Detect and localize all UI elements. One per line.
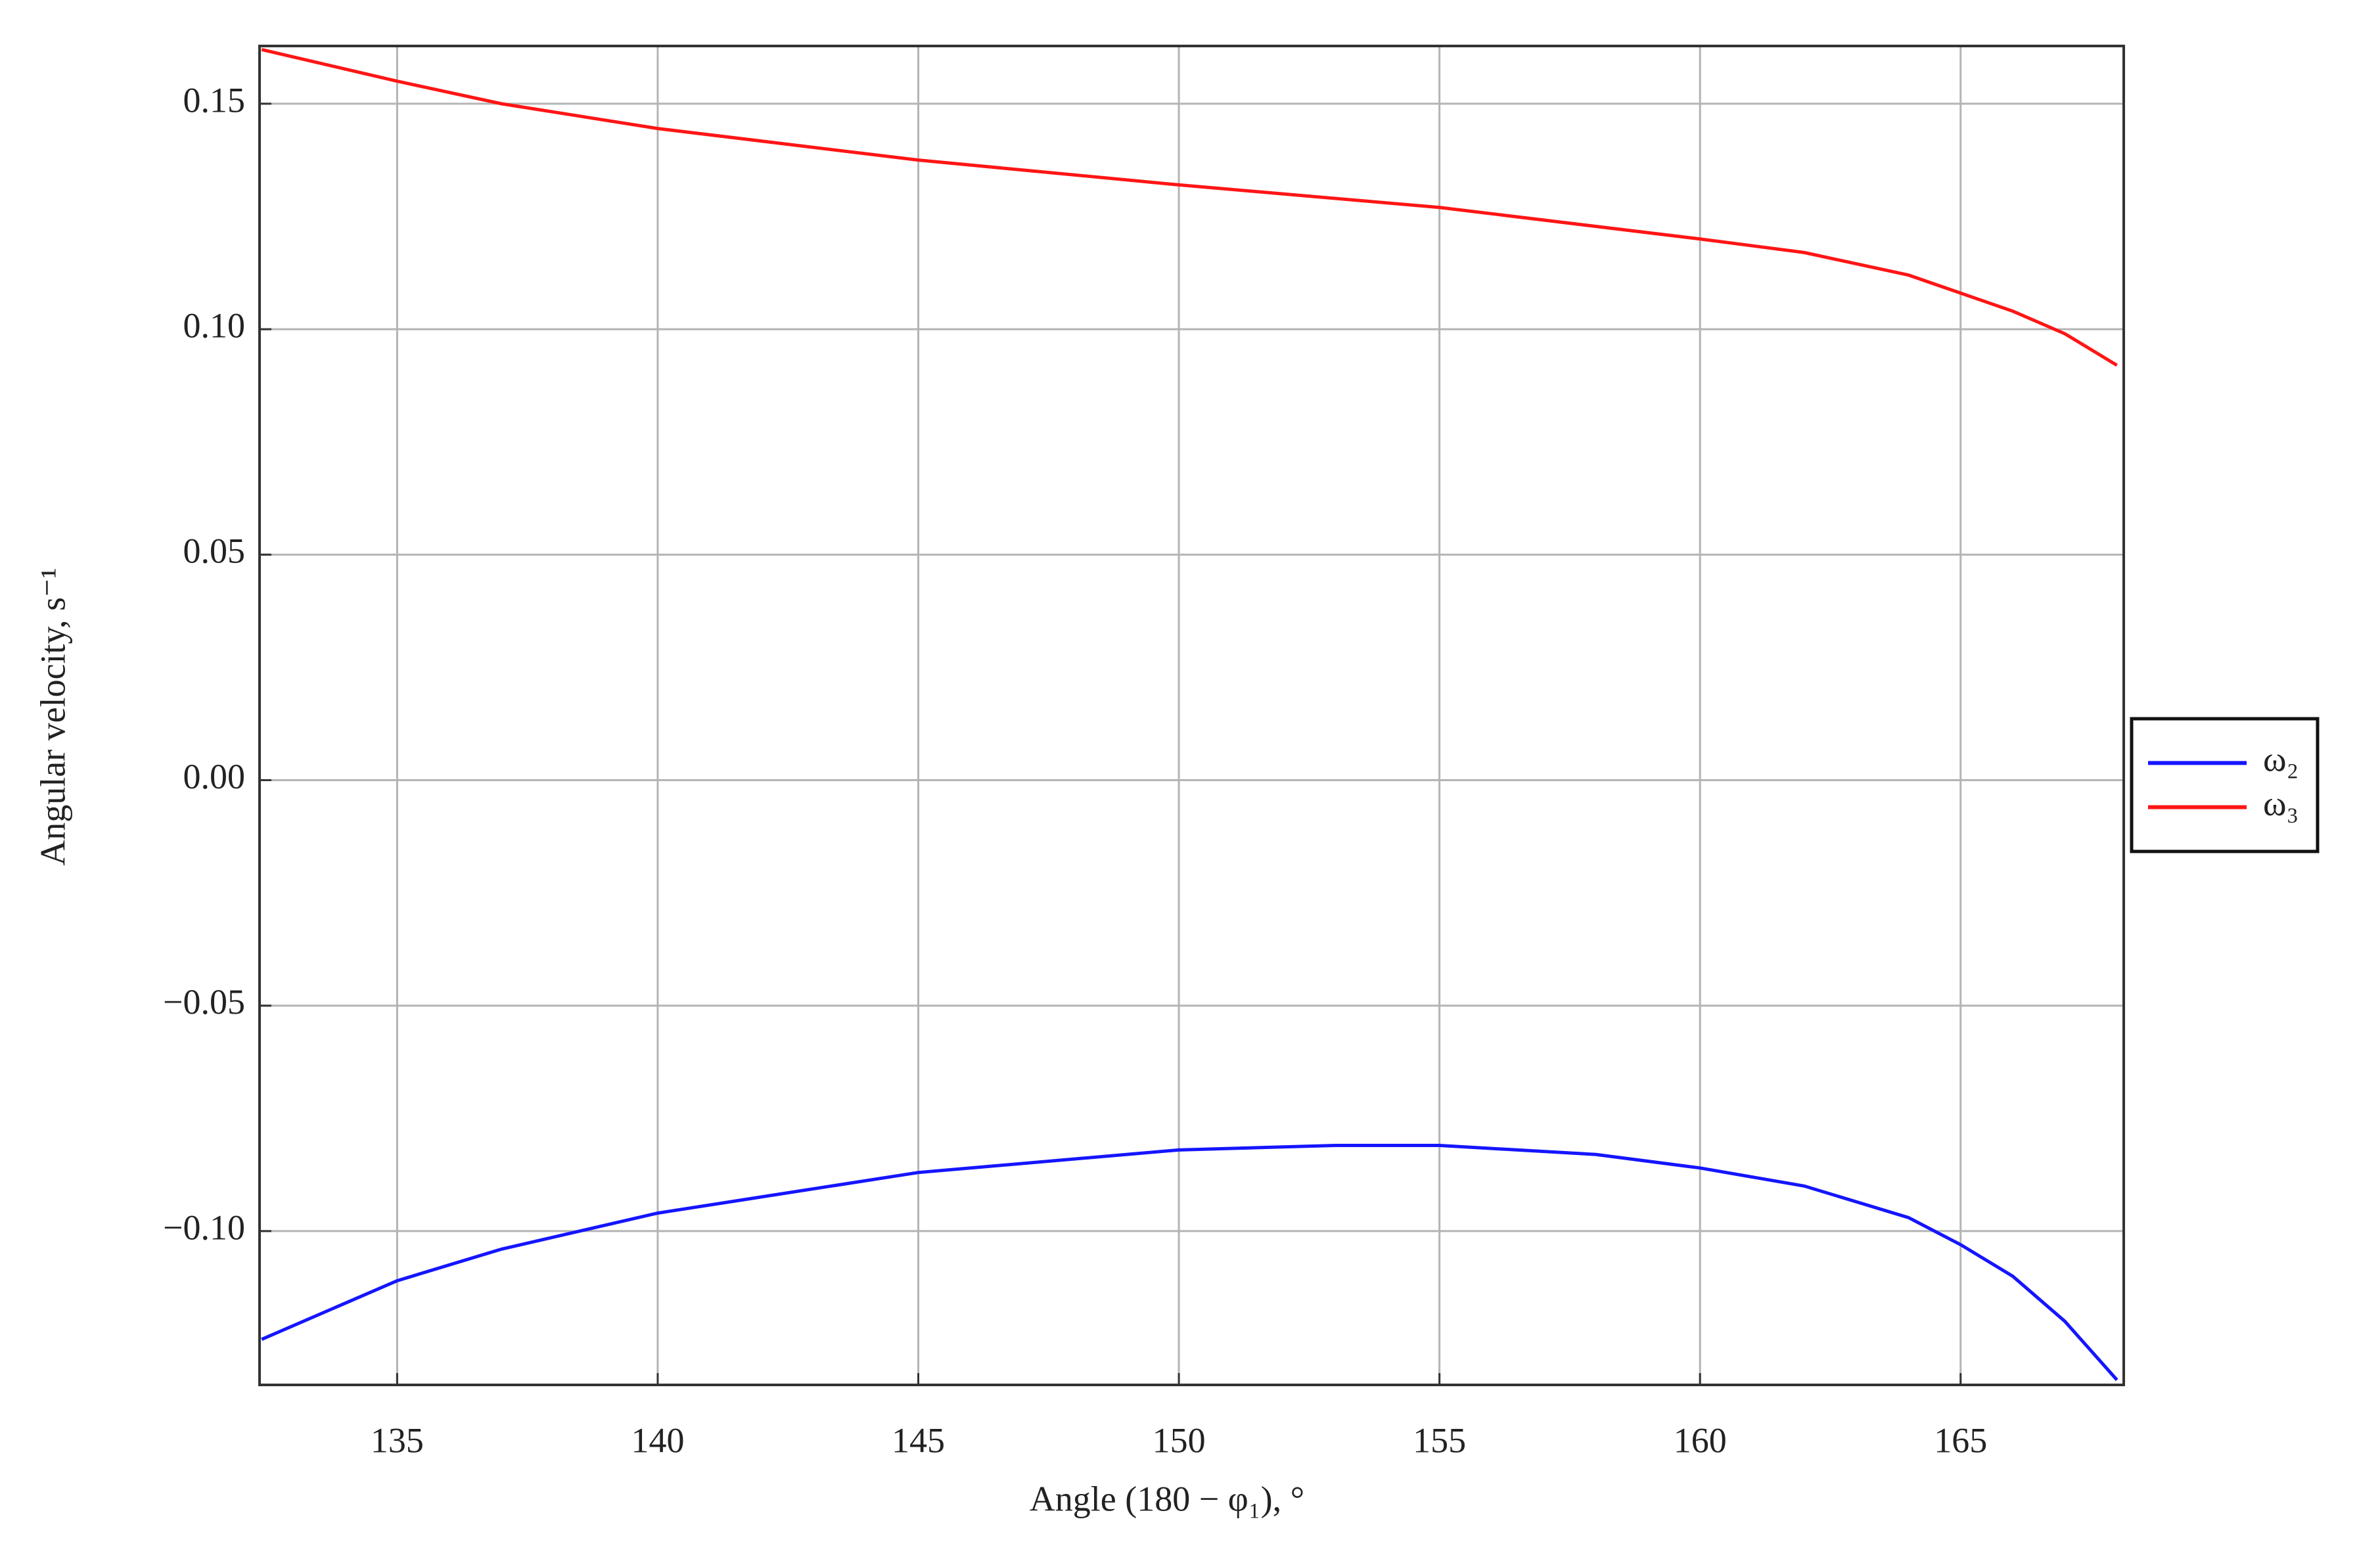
y-axis-label: Angular velocity, s⁻¹: [33, 568, 72, 866]
x-tick-label: 165: [1934, 1420, 1987, 1460]
x-tick-label: 160: [1674, 1420, 1727, 1460]
plot-frame: [258, 45, 2125, 1386]
y-tick-label: −0.10: [163, 1208, 245, 1247]
y-tick-label: 0.10: [183, 305, 246, 345]
y-tick-label: 0.15: [183, 80, 246, 120]
plot-area: [260, 46, 2124, 1385]
legend-label: ω₂: [2263, 740, 2299, 779]
legend-label: ω₃: [2263, 784, 2299, 823]
x-tick-label: 150: [1153, 1420, 1206, 1460]
y-tick-label: 0.05: [183, 531, 246, 571]
x-tick-label: 140: [631, 1420, 684, 1460]
y-tick-label: −0.05: [163, 982, 245, 1022]
x-axis-label: Angle (180 − φ₁), °: [1030, 1479, 1304, 1518]
legend-box: [2130, 717, 2320, 853]
series-line: [261, 48, 2118, 367]
series-line: [261, 1144, 2118, 1382]
x-tick-label: 155: [1413, 1420, 1466, 1460]
x-tick-label: 145: [892, 1420, 945, 1460]
y-tick-label: 0.00: [183, 757, 246, 796]
x-tick-label: 135: [371, 1420, 424, 1460]
